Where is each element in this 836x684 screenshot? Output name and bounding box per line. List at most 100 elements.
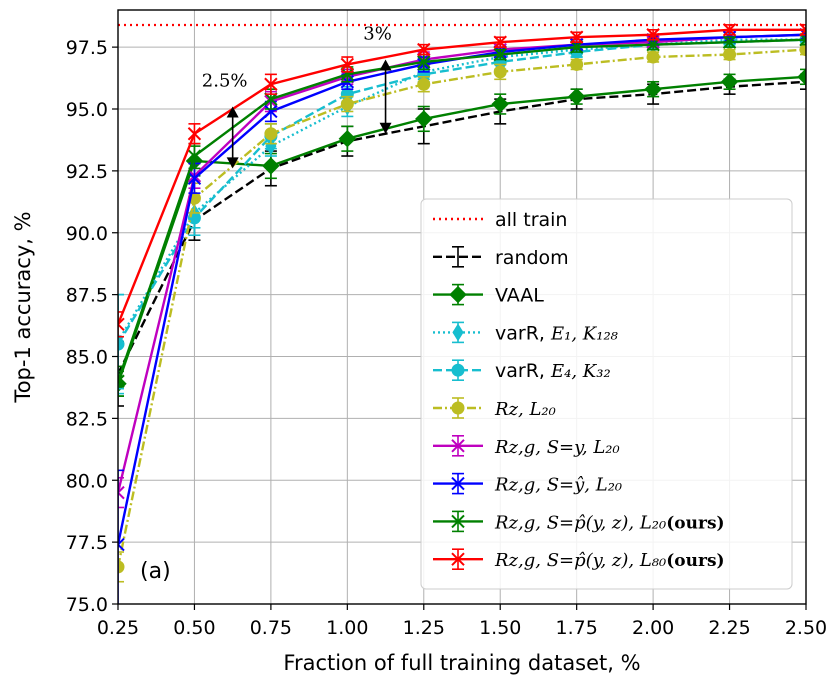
legend-entry: VAAL [433,283,544,307]
data-point [118,537,125,552]
legend-entry: Rz, L₂₀ [433,397,556,420]
annotation-label: 2.5% [202,71,248,92]
data-point [417,77,431,91]
data-point [493,35,507,49]
data-point [491,95,509,113]
x-tick-label: 1.50 [479,617,521,639]
data-point [338,129,357,148]
legend-math: Rz,g, S=p̂(y, z), L₈₀ [494,550,666,571]
data-point [118,374,125,388]
legend-ours-tag: (ours) [666,513,724,533]
data-point [646,37,660,52]
data-point [567,87,586,106]
x-tick-label: 2.25 [708,617,750,639]
data-point [722,23,737,37]
data-point [451,439,465,453]
data-point [799,23,806,37]
legend-label: random [495,247,569,269]
y-tick-label: 87.5 [66,285,108,307]
legend-entry: Rz,g, S=p̂(y, z), L₂₀(ours) [433,510,725,533]
arrow-head-down [226,157,239,169]
x-tick-label: 0.25 [97,617,139,639]
data-point [720,73,739,91]
y-axis-label: Top-1 accuracy, % [11,211,35,403]
legend-entry: Rz,g, S=ŷ, L₂₀ [433,472,622,496]
y-tick-label: 85.0 [66,347,108,369]
data-point [493,47,507,62]
legend-entry: Rz,g, S=p̂(y, z), L₈₀(ours) [433,548,725,571]
data-point [449,285,467,304]
legend-label: Rz,g, S=p̂(y, z), L₈₀(ours) [494,550,725,571]
series-line [118,80,806,375]
data-point [262,157,280,175]
y-tick-label: 80.0 [66,470,108,492]
arrow-head-up [379,59,392,71]
annotation-1: 3% [363,24,392,134]
y-tick-label: 90.0 [66,223,108,245]
legend-label: Rz, L₂₀ [494,399,556,420]
y-tick-label: 82.5 [66,408,108,430]
legend-ours-tag: (ours) [666,551,724,571]
data-point [264,77,278,91]
legend-box [420,198,793,590]
data-point [451,552,465,566]
y-tick-label: 77.5 [66,532,108,554]
legend-math: Rz,g, S=p̂(y, z), L₂₀ [494,512,666,533]
data-point [118,560,125,574]
data-point [340,97,354,111]
data-point [644,80,662,98]
legend-entry: random [433,246,569,269]
data-point [451,401,465,415]
legend-label: Rz,g, S=ŷ, L₂₀ [494,475,622,496]
annotation-label: 3% [363,24,392,45]
arrow-head-down [379,122,392,134]
data-point [451,476,465,491]
x-tick-label: 0.75 [250,617,292,639]
y-tick-label: 75.0 [66,594,108,616]
legend-math: Rz,g, S=y, L₂₀ [494,437,620,458]
data-point [187,127,202,141]
annotation-0: 2.5% [202,71,248,169]
legend-label: VAAL [495,285,544,307]
panel-label: (a) [140,559,171,584]
annotation-layer: 2.5% 3% [202,24,392,169]
data-point [118,337,125,351]
y-tick-label: 97.5 [66,37,108,59]
data-point [570,57,584,71]
data-point [569,40,584,54]
data-point [799,32,806,47]
legend-label: varR, E₄, K₃₂ [495,360,611,382]
x-tick-label: 2.00 [632,617,674,639]
data-point [340,57,355,72]
legend: all train random VAAL varR, E₁, K₁₂₈ varR, E… [420,198,793,590]
data-point [451,363,465,377]
legend-math: Rz,g, S=ŷ, L₂₀ [494,475,622,496]
data-point [264,104,278,119]
legend-math: E₄, K₃₂ [550,361,611,382]
data-point [417,42,431,57]
data-point [264,127,278,141]
data-point [722,35,737,49]
plot-frame [117,9,807,605]
data-point [797,68,806,86]
legend-entry: varR, E₁, K₁₂₈ [433,321,619,344]
data-point [340,67,355,82]
legend-label: varR, E₁, K₁₂₈ [495,322,619,344]
x-tick-label: 1.25 [403,617,445,639]
x-tick-label: 1.00 [326,617,368,639]
legend-label: Rz,g, S=y, L₂₀ [494,437,620,458]
legend-math: E₁, K₁₂₈ [550,323,619,344]
data-point [187,149,202,163]
legend-label: all train [495,209,567,231]
data-point [415,110,433,128]
data-point [723,48,737,62]
legend-entry: varR, E₄, K₃₂ [433,359,611,382]
legend-entry: Rz,g, S=y, L₂₀ [433,434,620,458]
data-point [187,171,202,186]
data-point [569,30,584,44]
data-point [799,43,806,57]
data-point [646,50,660,64]
series-line [118,38,806,343]
x-tick-label: 2.50 [785,617,827,639]
